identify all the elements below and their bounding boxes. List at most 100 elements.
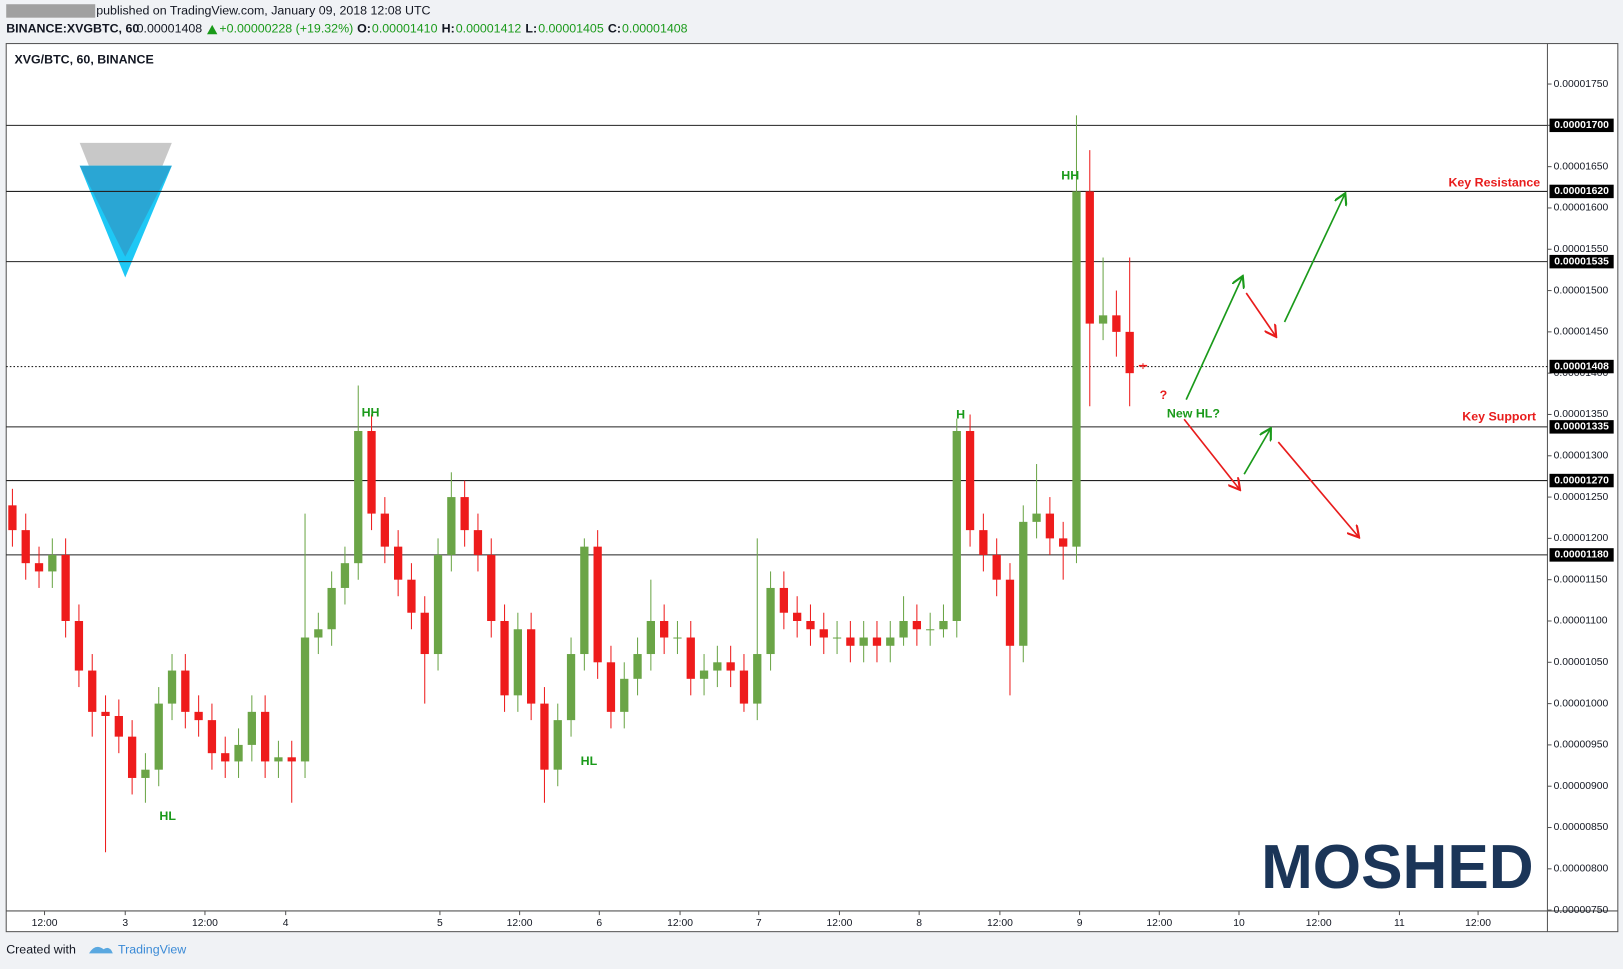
- candle-body: [194, 711, 203, 721]
- y-tick-label: 0.00001450: [1554, 327, 1609, 338]
- x-tick-label: 7: [756, 918, 762, 929]
- candle-body: [1125, 331, 1134, 374]
- ohlc-value: 0.00001405: [538, 21, 604, 35]
- ohlc-group: O: 0.00001410 H: 0.00001412 L: 0.00001405 C: 0.…: [357, 21, 688, 35]
- candle-body: [487, 554, 496, 621]
- candle-body: [992, 554, 1001, 580]
- ohlc-value: 0.00001408: [622, 21, 688, 35]
- candle-body: [1112, 315, 1121, 332]
- x-tick-label: 11: [1394, 918, 1405, 929]
- candle-body: [859, 637, 868, 646]
- x-tick-label: 3: [122, 918, 128, 929]
- projection-arrows: [1183, 195, 1358, 537]
- candle-body: [553, 720, 562, 770]
- candle-body: [633, 654, 642, 679]
- candle-body: [739, 670, 749, 704]
- annotation: Key Resistance: [1448, 176, 1540, 190]
- y-tick-label: 0.00001400: [1554, 368, 1609, 379]
- x-tick-label: 10: [1233, 918, 1245, 929]
- level-label-box: [1549, 359, 1614, 374]
- level-label: 0.00001180: [1555, 550, 1609, 561]
- candle-body: [513, 629, 522, 696]
- candle-body: [566, 654, 576, 721]
- candle-body: [872, 637, 882, 646]
- y-tick-label: 0.00001500: [1554, 285, 1609, 296]
- ohlc-label: C:: [608, 21, 621, 35]
- candle-body: [154, 703, 163, 770]
- footer-brand: TradingView: [118, 943, 186, 957]
- change: +0.00000228 (+19.32%): [219, 21, 353, 35]
- candle-body: [21, 530, 30, 564]
- footer-created: Created with: [6, 943, 76, 957]
- up-triangle: [207, 24, 218, 35]
- candle-body: [965, 430, 975, 531]
- ohlc-label: H:: [442, 21, 455, 35]
- level-label: 0.00001270: [1554, 475, 1609, 486]
- candle-body: [713, 662, 722, 671]
- candle-body: [1138, 364, 1148, 367]
- candle-body: [207, 720, 217, 754]
- candle-body: [221, 753, 230, 762]
- annotation: HL: [581, 754, 598, 768]
- x-tick-label: 6: [596, 918, 602, 929]
- x-tick-label: 9: [1077, 918, 1083, 929]
- candle-body: [1072, 191, 1081, 547]
- ohlc-label: O:: [357, 21, 371, 35]
- candle-body: [500, 620, 509, 696]
- candle-body: [1085, 191, 1094, 324]
- logo-mid: [79, 165, 172, 257]
- y-tick-label: 0.00001150: [1554, 574, 1608, 585]
- candle-body: [593, 546, 602, 663]
- candle-body: [1098, 315, 1108, 324]
- candle-body: [114, 715, 123, 737]
- candle-body: [580, 546, 589, 655]
- candle-body: [766, 587, 775, 655]
- y-tick-label: 0.00001550: [1554, 244, 1609, 255]
- level-label-box: [1549, 548, 1614, 562]
- candle-body: [979, 530, 988, 555]
- x-tick-label: 12:00: [192, 918, 218, 929]
- level-label-box: [1549, 118, 1614, 133]
- candle-body: [912, 620, 922, 630]
- candle-body: [340, 563, 350, 588]
- level-label-box: [1549, 254, 1614, 269]
- candle-body: [939, 620, 948, 630]
- y-tick-label: 0.00001300: [1554, 451, 1609, 462]
- candle-body: [926, 629, 935, 631]
- y-tick-label: 0.00001750: [1554, 79, 1609, 90]
- candle-body: [247, 711, 256, 745]
- y-tick-label: 0.00001000: [1554, 698, 1609, 709]
- candle-body: [394, 546, 403, 580]
- candle-body: [367, 430, 376, 514]
- tv-logo: [89, 946, 113, 954]
- candle-body: [726, 662, 735, 671]
- candle-body: [1032, 513, 1041, 522]
- candle-body: [846, 637, 855, 646]
- candle-body: [380, 513, 389, 547]
- candle-body: [61, 554, 70, 621]
- y-tick-label: 0.00000900: [1554, 781, 1609, 792]
- y-tick-label: 0.00000950: [1554, 740, 1609, 751]
- arrow: [1243, 430, 1270, 475]
- y-tick-label: 0.00001650: [1554, 161, 1609, 172]
- candle-body: [646, 620, 655, 655]
- candle-body: [34, 563, 44, 572]
- candle-body: [606, 662, 616, 712]
- candle-body: [234, 744, 243, 762]
- arrow: [1283, 195, 1345, 323]
- candle-body: [287, 757, 296, 762]
- annotation: H: [956, 407, 965, 421]
- candle-body: [433, 554, 443, 655]
- level-label: 0.00001535: [1554, 256, 1609, 267]
- level-label: 0.00001408: [1554, 361, 1609, 372]
- y-tick-label: 0.00001600: [1554, 203, 1609, 214]
- candle-body: [48, 554, 57, 572]
- candle-body: [127, 736, 137, 778]
- y-tick-label: 0.00001050: [1554, 657, 1609, 668]
- level-label: 0.00001335: [1554, 422, 1609, 433]
- candle-body: [952, 430, 961, 621]
- x-tick-label: 12:00: [827, 918, 853, 929]
- candle-body: [8, 505, 17, 531]
- candle-body: [274, 757, 283, 762]
